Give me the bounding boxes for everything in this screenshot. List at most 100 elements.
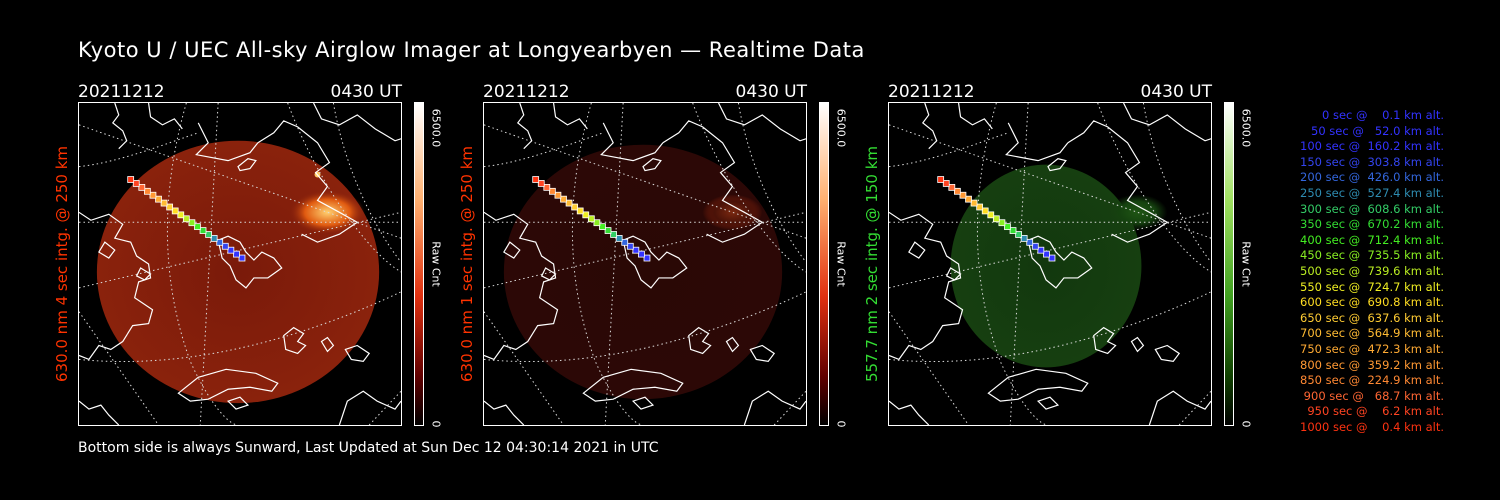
track-marker (160, 199, 168, 207)
colorbar-max-label: 6500.0 (834, 108, 848, 148)
track-marker (604, 227, 612, 234)
track-marker (205, 231, 212, 238)
lat-lon-grid (484, 103, 806, 425)
color-bar (1224, 102, 1234, 426)
color-bar (414, 102, 424, 426)
track-marker (1020, 235, 1028, 242)
track-marker (537, 180, 545, 187)
legend-entry: 500 sec @ 739.6 km alt. (1296, 263, 1444, 278)
track-marker (560, 195, 567, 203)
track-marker (155, 195, 162, 203)
track-marker (166, 203, 174, 211)
satellite-track (127, 176, 246, 262)
track-marker (576, 207, 584, 215)
legend-entry: 1000 sec @ 0.4 km alt. (1300, 419, 1444, 434)
track-marker (942, 180, 950, 187)
track-marker (548, 187, 556, 195)
color-bar (819, 102, 829, 426)
track-marker (199, 227, 207, 234)
track-marker (171, 207, 179, 215)
sky-image-panel-3: 20211212 0430 UT 557.7 nm 2 sec intg. @ 15… (863, 80, 1268, 440)
track-marker (615, 235, 623, 242)
panel-time: 0430 UT (735, 82, 808, 102)
track-marker (582, 211, 590, 219)
legend-entry: 50 sec @ 52.0 km alt. (1303, 123, 1444, 138)
legend-entry: 600 sec @ 690.8 km alt. (1296, 295, 1444, 310)
panel-date: 20211212 (888, 82, 975, 102)
altitude-legend: 0 sec @ 0.1 km alt. 50 sec @ 52.0 km alt… (1262, 108, 1444, 435)
track-marker (127, 176, 135, 183)
coastlines (79, 103, 401, 425)
track-marker (1015, 231, 1022, 238)
legend-entry: 850 sec @ 224.9 km alt. (1296, 373, 1444, 388)
track-marker (638, 250, 645, 258)
legend-entry: 200 sec @ 426.0 km alt. (1296, 170, 1444, 185)
legend-entry: 0 sec @ 0.1 km alt. (1311, 108, 1444, 122)
legend-entry: 100 sec @ 160.2 km alt. (1296, 139, 1444, 154)
track-marker (981, 207, 989, 215)
colorbar-min-label: 0 (834, 420, 848, 428)
colorbar-max-label: 6500.0 (1239, 108, 1253, 148)
colorbar-unit-label: Raw Cnt (834, 241, 848, 287)
sky-map (483, 102, 807, 426)
colorbar-min-label: 0 (1239, 420, 1253, 428)
track-marker (227, 246, 235, 254)
track-marker (132, 180, 140, 187)
panel-date: 20211212 (78, 82, 165, 102)
track-marker (1037, 246, 1045, 254)
track-marker (998, 219, 1006, 227)
track-marker (182, 215, 190, 223)
legend-entry: 300 sec @ 608.6 km alt. (1296, 201, 1444, 216)
track-marker (216, 238, 224, 246)
track-marker (221, 242, 229, 250)
legend-entry: 350 sec @ 670.2 km alt. (1296, 217, 1444, 232)
track-marker (138, 183, 146, 191)
airglow-disk (950, 164, 1168, 368)
colorbar-unit-label: Raw Cnt (429, 241, 443, 287)
track-marker (1031, 242, 1039, 250)
legend-entry: 700 sec @ 564.9 km alt. (1296, 326, 1444, 341)
track-marker (238, 254, 246, 262)
lat-lon-grid (79, 103, 401, 425)
track-marker (571, 203, 579, 211)
track-marker (593, 219, 601, 227)
track-marker (587, 215, 595, 223)
lat-lon-grid (889, 103, 1211, 425)
colorbar-max-label: 6500.0 (429, 108, 443, 148)
legend-entry: 150 sec @ 303.8 km alt. (1296, 154, 1444, 169)
track-marker (1048, 254, 1056, 262)
satellite-track (937, 176, 1056, 262)
colorbar-min-label: 0 (429, 420, 443, 428)
legend-entry: 650 sec @ 637.6 km alt. (1296, 310, 1444, 325)
track-marker (177, 211, 185, 219)
track-marker (532, 176, 540, 183)
track-marker (626, 242, 634, 250)
track-marker (953, 187, 961, 195)
legend-entry: 450 sec @ 735.5 km alt. (1296, 248, 1444, 263)
panel-time: 0430 UT (330, 82, 403, 102)
track-marker (621, 238, 629, 246)
panel-wavelength-label: 630.0 nm 1 sec intg. @ 250 km (458, 145, 476, 383)
coastlines (484, 103, 806, 425)
track-marker (937, 176, 945, 183)
track-marker (970, 199, 978, 207)
panel-time: 0430 UT (1140, 82, 1213, 102)
track-marker (610, 231, 617, 238)
track-marker (554, 191, 562, 199)
airglow-disk (503, 144, 783, 400)
track-marker (976, 203, 984, 211)
track-marker (959, 191, 967, 199)
track-marker (643, 254, 651, 262)
track-marker (987, 211, 995, 219)
track-marker (1004, 223, 1011, 231)
track-marker (1026, 238, 1034, 246)
legend-entry: 950 sec @ 6.2 km alt. (1303, 404, 1444, 419)
track-marker (188, 219, 196, 227)
sky-map (78, 102, 402, 426)
legend-entry: 800 sec @ 359.2 km alt. (1296, 357, 1444, 372)
legend-entry: 750 sec @ 472.3 km alt. (1296, 341, 1444, 356)
track-marker (543, 183, 551, 191)
legend-entry: 900 sec @ 68.7 km alt. (1300, 388, 1444, 403)
track-marker (948, 183, 956, 191)
panel-wavelength-label: 630.0 nm 4 sec intg. @ 250 km (53, 145, 71, 383)
